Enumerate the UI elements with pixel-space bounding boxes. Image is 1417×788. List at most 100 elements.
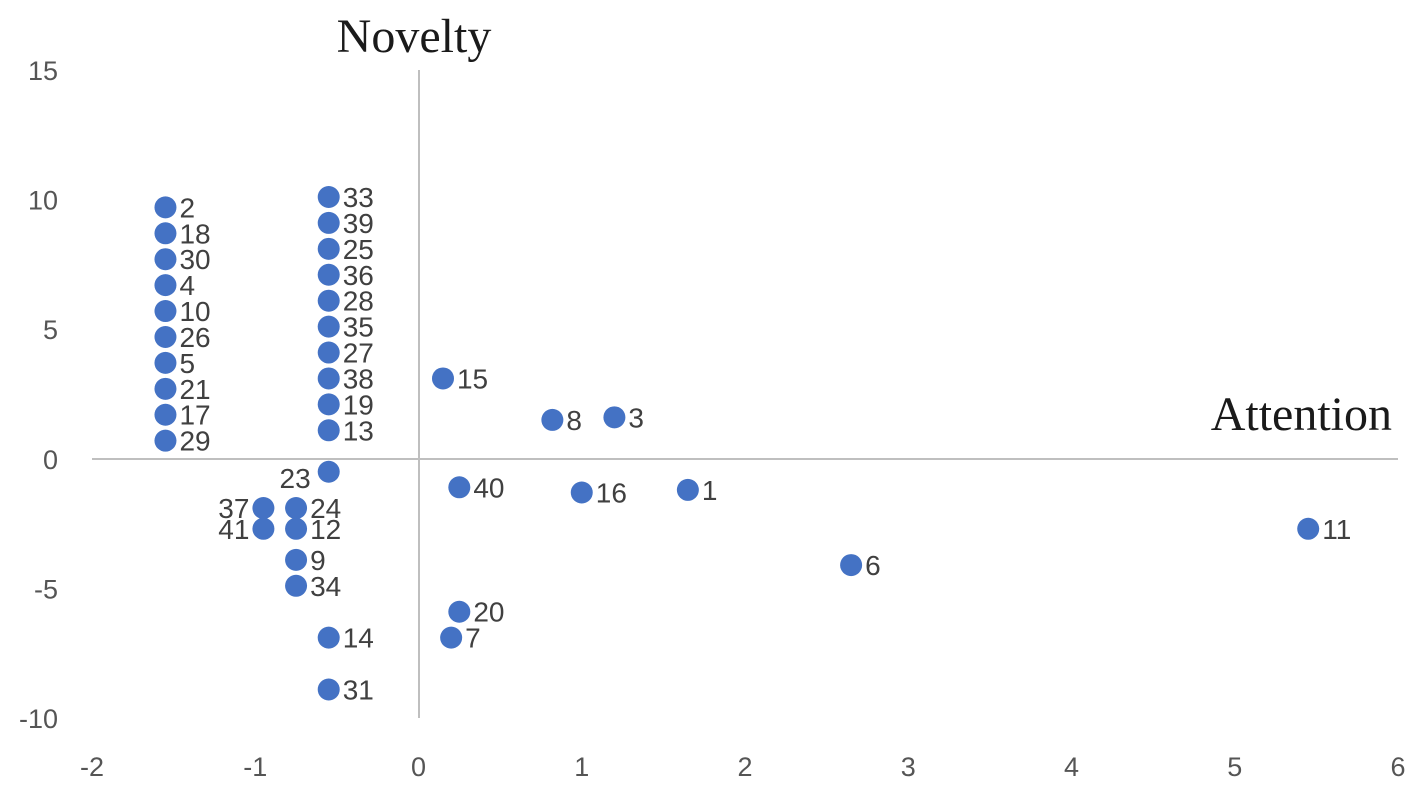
x-tick-label: -1 (243, 752, 267, 782)
data-point (317, 315, 340, 338)
data-label: 11 (1322, 514, 1351, 545)
data-label: 1 (702, 475, 718, 506)
data-point (154, 300, 177, 323)
data-label: 5 (179, 348, 195, 379)
data-label: 24 (310, 493, 341, 524)
data-point (317, 626, 340, 649)
x-tick-label: 4 (1064, 752, 1079, 782)
data-label: 37 (218, 493, 249, 524)
data-label: 15 (457, 363, 488, 394)
x-tick-label: 3 (901, 752, 916, 782)
data-point (431, 367, 454, 390)
data-points (154, 186, 1320, 701)
data-point (154, 351, 177, 374)
data-label: 38 (343, 363, 374, 394)
data-point (154, 196, 177, 219)
data-point (570, 481, 593, 504)
data-label: 30 (179, 244, 210, 275)
data-label: 8 (566, 405, 582, 436)
data-point (154, 429, 177, 452)
data-label: 4 (179, 270, 195, 301)
data-point (154, 248, 177, 271)
data-label: 12 (310, 514, 341, 545)
x-tick-label: 6 (1390, 752, 1405, 782)
data-point (317, 263, 340, 286)
data-label: 2 (179, 192, 195, 223)
data-label: 13 (343, 415, 374, 446)
data-point (317, 419, 340, 442)
y-tick-labels: -10 -5 0 5 10 15 (19, 56, 58, 734)
data-label: 20 (473, 597, 504, 628)
data-point (317, 341, 340, 364)
data-point (1297, 517, 1320, 540)
data-point (317, 186, 340, 209)
data-point (676, 478, 699, 501)
data-label: 39 (343, 208, 374, 239)
data-label: 6 (865, 550, 881, 581)
data-point (440, 626, 463, 649)
data-label: 25 (343, 234, 374, 265)
x-axis-title: Attention (1211, 388, 1392, 441)
data-label: 27 (343, 338, 374, 369)
data-label: 29 (179, 426, 210, 457)
data-label: 41 (218, 514, 249, 545)
data-point (285, 574, 308, 597)
y-tick-label: 15 (28, 56, 58, 86)
data-label: 7 (465, 623, 481, 654)
data-point (154, 222, 177, 245)
data-label: 18 (179, 218, 210, 249)
data-point (154, 325, 177, 348)
x-tick-label: 5 (1227, 752, 1242, 782)
data-point (317, 460, 340, 483)
data-point (154, 403, 177, 426)
data-point (448, 600, 471, 623)
data-label: 35 (343, 312, 374, 343)
data-label: 33 (343, 182, 374, 213)
data-point (317, 393, 340, 416)
data-label: 19 (343, 389, 374, 420)
data-label: 40 (473, 472, 504, 503)
data-point (154, 274, 177, 297)
data-point (252, 497, 275, 520)
data-point (541, 408, 564, 431)
data-point (317, 367, 340, 390)
data-label: 23 (280, 463, 311, 494)
data-label: 31 (343, 674, 374, 705)
y-tick-label: -10 (19, 704, 58, 734)
data-point (285, 497, 308, 520)
data-point (285, 548, 308, 571)
x-tick-label: 2 (737, 752, 752, 782)
data-label: 16 (596, 477, 627, 508)
x-tick-label: 0 (411, 752, 426, 782)
data-point (285, 517, 308, 540)
data-labels: 1234567891011121314151617181920212324252… (179, 182, 1351, 705)
y-tick-label: 5 (43, 315, 58, 345)
data-point (840, 554, 863, 577)
data-point (603, 406, 626, 429)
data-label: 17 (179, 400, 210, 431)
data-label: 14 (343, 623, 374, 654)
data-label: 3 (628, 402, 644, 433)
data-label: 9 (310, 545, 326, 576)
x-tick-label: 1 (574, 752, 589, 782)
data-point (317, 678, 340, 701)
data-point (317, 211, 340, 234)
data-label: 34 (310, 571, 341, 602)
y-tick-label: 10 (28, 186, 58, 216)
x-tick-labels: -2 -1 0 1 2 3 4 5 6 (80, 752, 1406, 782)
y-tick-label: -5 (34, 574, 58, 604)
data-point (252, 517, 275, 540)
data-label: 21 (179, 374, 210, 405)
data-point (317, 289, 340, 312)
x-tick-label: -2 (80, 752, 104, 782)
data-label: 10 (179, 296, 210, 327)
data-label: 28 (343, 286, 374, 317)
y-tick-label: 0 (43, 445, 58, 475)
data-point (448, 476, 471, 499)
data-point (154, 377, 177, 400)
y-axis-title: Novelty (337, 10, 492, 63)
data-label: 26 (179, 322, 210, 353)
data-label: 36 (343, 260, 374, 291)
data-point (317, 237, 340, 260)
